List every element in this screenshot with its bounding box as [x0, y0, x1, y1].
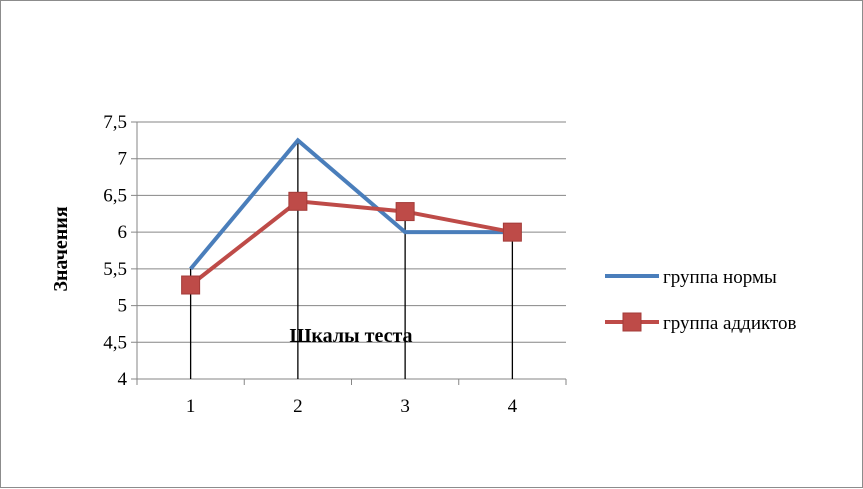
legend-label-2: группа аддиктов — [663, 313, 797, 334]
series-line-2 — [189, 199, 513, 287]
gridlines — [131, 121, 567, 385]
x-axis-title: Шкалы теста — [289, 325, 412, 347]
x-tick-label: 2 — [293, 396, 303, 417]
y-tick-label: 4 — [118, 369, 128, 390]
y-tick-label: 6 — [118, 222, 128, 243]
data-point-marker — [288, 191, 308, 211]
y-tick-label: 5 — [118, 296, 128, 317]
x-tick-label: 1 — [186, 396, 196, 417]
legend-label-1: группа нормы — [663, 267, 777, 288]
x-tick-label: 3 — [400, 396, 410, 417]
data-point-marker — [502, 222, 522, 242]
series-line-1 — [189, 137, 513, 271]
series-lines — [181, 137, 522, 295]
y-tick-label: 4,5 — [103, 332, 127, 353]
data-point-marker — [181, 275, 201, 295]
y-tick-label: 6,5 — [103, 185, 127, 206]
y-tick-label: 7,5 — [103, 112, 127, 133]
y-axis-title: Значения — [50, 206, 72, 291]
legend: группа нормы группа аддиктов — [605, 267, 797, 334]
x-tick-label: 4 — [508, 396, 518, 417]
y-tick-labels: 4 4,5 5 5,5 6 6,5 7 7,5 — [103, 112, 127, 390]
data-point-marker — [395, 202, 415, 222]
y-tick-label: 7 — [118, 149, 128, 170]
x-tick-labels: 1 2 3 4 — [186, 396, 518, 417]
legend-marker — [622, 312, 642, 332]
y-tick-label: 5,5 — [103, 259, 127, 280]
